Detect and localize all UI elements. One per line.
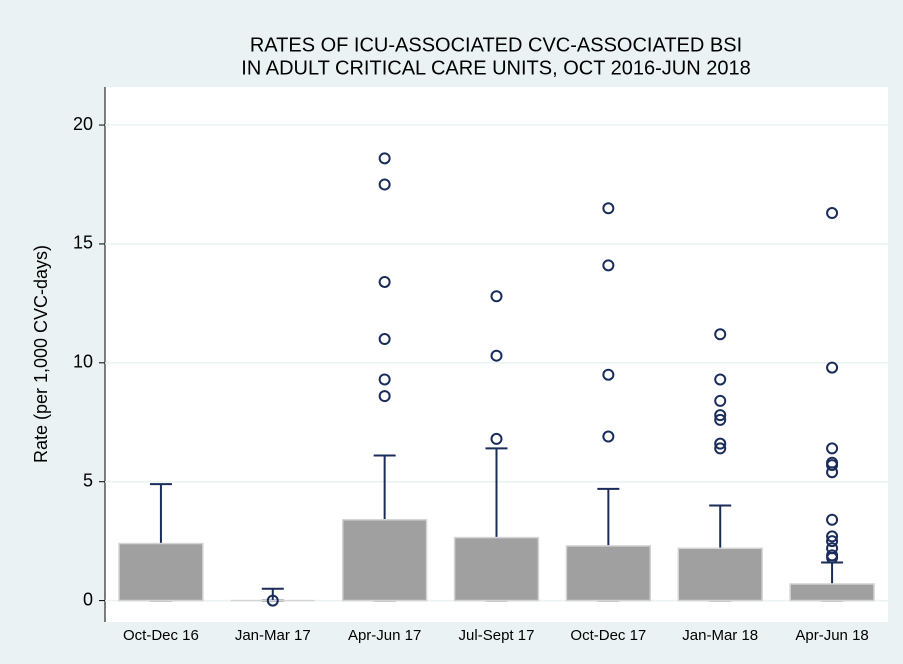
outlier [826, 530, 839, 543]
y-tick-label: 0 [83, 589, 93, 609]
y-tick-label: 20 [73, 114, 93, 134]
outlier [826, 442, 839, 455]
outlier [826, 513, 839, 526]
outlier [490, 349, 503, 362]
outlier [378, 333, 391, 346]
y-tick-label: 10 [73, 352, 93, 372]
y-tick-label: 15 [73, 233, 93, 253]
outlier [378, 390, 391, 403]
chart-title: RATES OF ICU-ASSOCIATED CVC-ASSOCIATED B… [250, 34, 742, 56]
outlier [714, 442, 727, 455]
outlier [714, 394, 727, 407]
box [341, 519, 428, 602]
outlier [714, 373, 727, 386]
box [453, 536, 540, 602]
outlier [826, 535, 839, 548]
outlier [826, 551, 839, 564]
outlier [378, 178, 391, 191]
outlier [602, 430, 615, 443]
x-tick-label: Jul-Sept 17 [459, 627, 535, 644]
outlier [490, 290, 503, 303]
box [789, 583, 875, 602]
outlier [378, 373, 391, 386]
outlier [826, 361, 839, 374]
box [565, 545, 652, 602]
outlier [714, 413, 727, 426]
outlier [378, 152, 391, 165]
outlier [602, 259, 615, 272]
outlier [714, 328, 727, 341]
x-tick-label: Jan-Mar 18 [682, 627, 758, 644]
x-tick-label: Apr-Jun 17 [348, 627, 421, 644]
box [118, 542, 204, 602]
outlier [826, 459, 839, 472]
x-tick-label: Apr-Jun 18 [795, 627, 868, 644]
x-tick-label: Oct-Dec 17 [570, 627, 646, 644]
outlier [602, 202, 615, 215]
outlier [714, 409, 727, 422]
box [677, 547, 763, 602]
outlier [490, 432, 503, 445]
outlier [714, 437, 727, 450]
x-tick-label: Oct-Dec 16 [123, 627, 199, 644]
outlier [266, 594, 279, 607]
outlier [378, 275, 391, 288]
x-tick-label: Jan-Mar 17 [235, 627, 311, 644]
outlier [602, 368, 615, 381]
chart-title: IN ADULT CRITICAL CARE UNITS, OCT 2016-J… [241, 57, 750, 79]
outlier [826, 207, 839, 220]
y-tick-label: 5 [83, 470, 93, 490]
outlier [826, 466, 839, 479]
y-axis-label: Rate (per 1,000 CVC-days) [31, 245, 51, 463]
